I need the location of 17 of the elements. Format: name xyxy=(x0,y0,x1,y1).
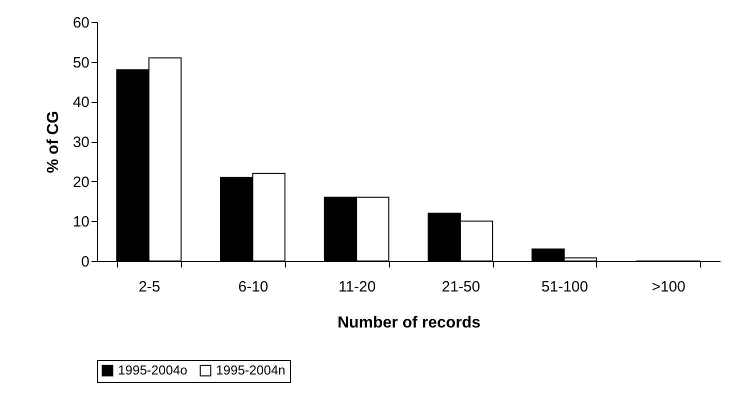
x-tick-label: 6-10 xyxy=(238,278,268,296)
x-tick-label: 21-50 xyxy=(442,278,480,296)
x-tick-label: >100 xyxy=(652,278,686,296)
y-tick-label: 30 xyxy=(72,134,90,151)
y-tick-label: 40 xyxy=(72,94,90,112)
y-tick-label: 60 xyxy=(72,14,90,32)
y-tick-label: 0 xyxy=(81,254,90,270)
x-axis-title: Number of records xyxy=(337,314,481,332)
legend-label: 1995-2004n xyxy=(216,362,286,378)
y-axis-title: % of CG xyxy=(44,110,62,174)
y-tick-label: 20 xyxy=(72,174,90,191)
legend-label: 1995-2004o xyxy=(118,362,188,378)
x-tick-label: 2-5 xyxy=(138,278,160,296)
y-tick-label: 50 xyxy=(72,54,90,72)
x-tick-label: 51-100 xyxy=(541,278,588,296)
x-tick-label: 11-20 xyxy=(338,278,376,296)
y-tick-label: 10 xyxy=(72,214,90,231)
